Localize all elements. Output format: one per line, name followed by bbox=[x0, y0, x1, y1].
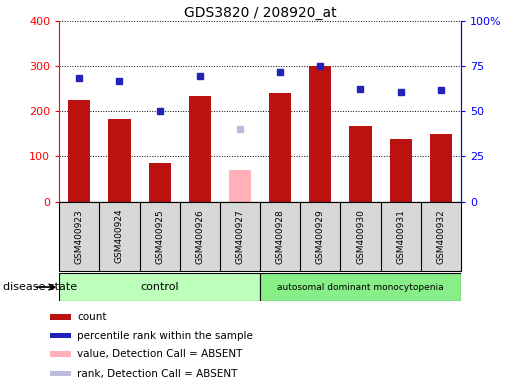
Bar bbox=[50, 351, 71, 357]
Text: percentile rank within the sample: percentile rank within the sample bbox=[77, 331, 253, 341]
Bar bbox=[310, 66, 331, 202]
Bar bbox=[390, 139, 411, 202]
Text: GSM400924: GSM400924 bbox=[115, 209, 124, 263]
Text: GSM400926: GSM400926 bbox=[195, 209, 204, 263]
Text: autosomal dominant monocytopenia: autosomal dominant monocytopenia bbox=[277, 283, 444, 291]
Bar bbox=[50, 314, 71, 320]
Text: GSM400928: GSM400928 bbox=[276, 209, 285, 263]
Text: rank, Detection Call = ABSENT: rank, Detection Call = ABSENT bbox=[77, 369, 238, 379]
Text: GSM400929: GSM400929 bbox=[316, 209, 325, 263]
Bar bbox=[260, 273, 461, 301]
Text: GSM400932: GSM400932 bbox=[436, 209, 445, 263]
Bar bbox=[109, 119, 130, 202]
Bar bbox=[430, 134, 452, 202]
Bar bbox=[189, 96, 211, 202]
Text: count: count bbox=[77, 312, 107, 322]
Bar bbox=[68, 100, 90, 202]
Bar bbox=[50, 333, 71, 338]
Title: GDS3820 / 208920_at: GDS3820 / 208920_at bbox=[184, 6, 336, 20]
Text: GSM400927: GSM400927 bbox=[235, 209, 245, 263]
Bar bbox=[350, 126, 371, 202]
Bar bbox=[269, 93, 291, 202]
Bar bbox=[149, 163, 170, 202]
Bar bbox=[59, 273, 260, 301]
Text: value, Detection Call = ABSENT: value, Detection Call = ABSENT bbox=[77, 349, 243, 359]
Text: GSM400925: GSM400925 bbox=[155, 209, 164, 263]
Text: control: control bbox=[140, 282, 179, 292]
Bar bbox=[229, 170, 251, 202]
Text: GSM400931: GSM400931 bbox=[396, 209, 405, 263]
Text: GSM400930: GSM400930 bbox=[356, 209, 365, 263]
Text: disease state: disease state bbox=[3, 282, 77, 292]
Bar bbox=[50, 371, 71, 376]
Text: GSM400923: GSM400923 bbox=[75, 209, 84, 263]
